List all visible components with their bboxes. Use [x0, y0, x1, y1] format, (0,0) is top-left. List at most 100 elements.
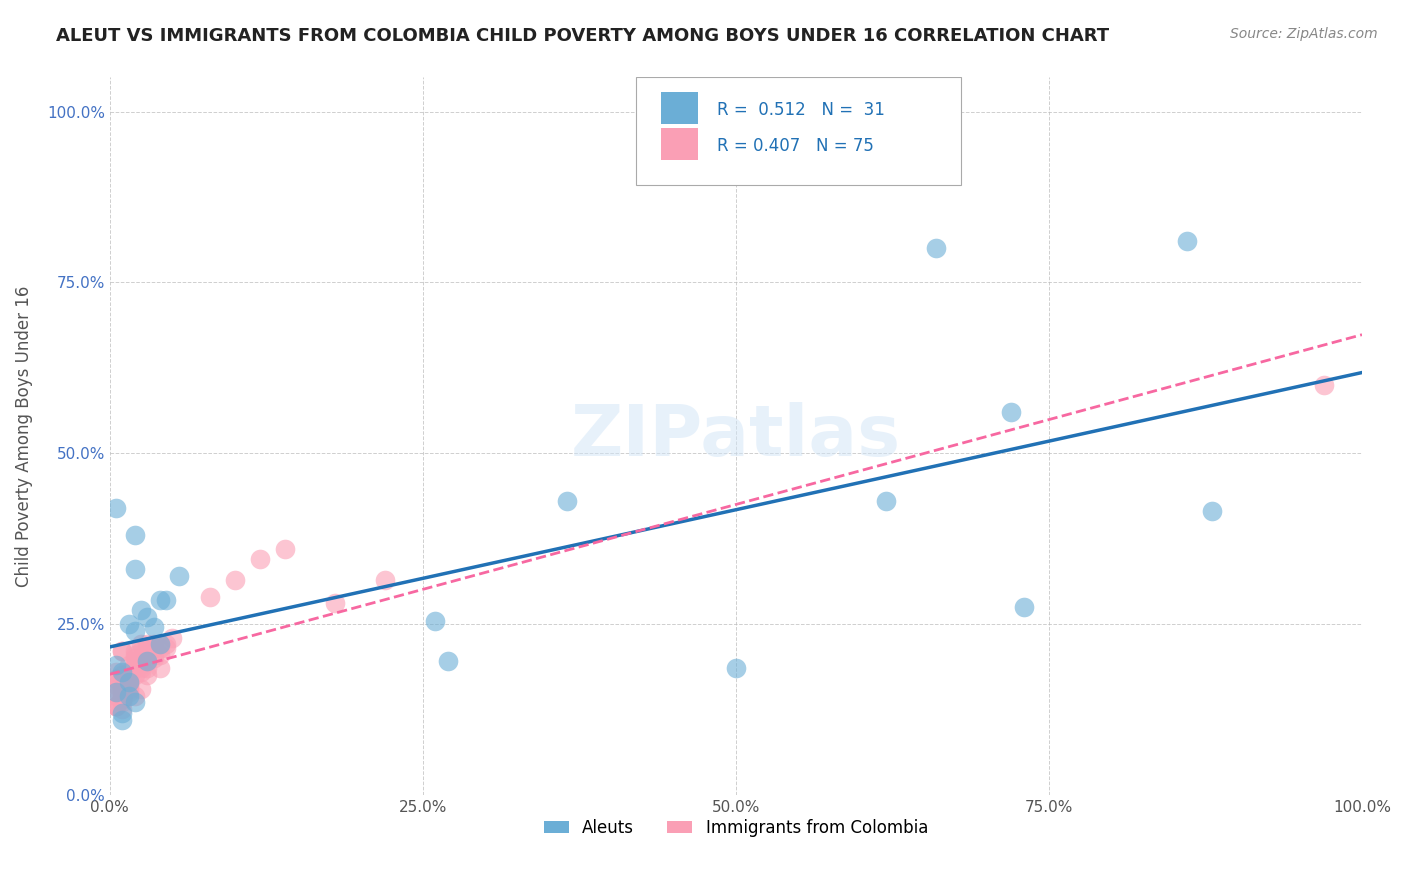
Point [117, 672, 139, 686]
Point [1201, 504, 1223, 518]
Point [105, 657, 128, 672]
Point [155, 593, 177, 607]
Point [129, 603, 152, 617]
Point [105, 689, 128, 703]
Point [111, 706, 134, 720]
Point [129, 637, 152, 651]
Point [105, 665, 128, 679]
Point [129, 665, 152, 679]
Point [117, 668, 139, 682]
Point [111, 692, 134, 706]
Point [555, 494, 578, 508]
Point [105, 672, 128, 686]
Point [111, 665, 134, 679]
Text: ZIPatlas: ZIPatlas [571, 401, 901, 471]
Point [117, 668, 139, 682]
Point [111, 685, 134, 699]
Legend: Aleuts, Immigrants from Colombia: Aleuts, Immigrants from Colombia [537, 813, 935, 844]
Point [142, 651, 165, 665]
Point [129, 657, 152, 672]
Point [117, 681, 139, 696]
Point [1012, 599, 1035, 614]
Point [105, 685, 128, 699]
Text: R =  0.512   N =  31: R = 0.512 N = 31 [717, 101, 884, 119]
Point [142, 637, 165, 651]
Point [167, 569, 190, 583]
Point [111, 692, 134, 706]
Point [136, 648, 159, 662]
Point [136, 644, 159, 658]
Point [149, 593, 172, 607]
Point [1313, 377, 1336, 392]
Point [142, 640, 165, 655]
Point [136, 661, 159, 675]
Point [124, 528, 146, 542]
Point [129, 655, 152, 669]
Point [155, 640, 177, 655]
Text: R = 0.407   N = 75: R = 0.407 N = 75 [717, 136, 875, 154]
Text: Source: ZipAtlas.com: Source: ZipAtlas.com [1230, 27, 1378, 41]
Point [117, 657, 139, 672]
Point [129, 644, 152, 658]
Point [111, 644, 134, 658]
Point [111, 713, 134, 727]
Point [105, 698, 128, 713]
Point [724, 661, 747, 675]
Point [111, 702, 134, 716]
Point [124, 689, 146, 703]
Point [117, 675, 139, 690]
FancyBboxPatch shape [636, 78, 962, 185]
Point [129, 651, 152, 665]
Point [117, 678, 139, 692]
Point [105, 681, 128, 696]
Point [198, 590, 221, 604]
Point [136, 655, 159, 669]
Point [274, 541, 297, 556]
Point [162, 631, 184, 645]
Point [437, 655, 460, 669]
Point [136, 640, 159, 655]
Point [117, 616, 139, 631]
Point [124, 661, 146, 675]
Point [149, 661, 172, 675]
Point [142, 648, 165, 662]
Point [111, 644, 134, 658]
Point [117, 678, 139, 692]
Y-axis label: Child Poverty Among Boys Under 16: Child Poverty Among Boys Under 16 [15, 285, 32, 587]
Point [875, 494, 897, 508]
Point [124, 624, 146, 638]
Point [224, 573, 246, 587]
Point [124, 668, 146, 682]
Point [155, 637, 177, 651]
Point [129, 661, 152, 675]
Point [136, 655, 159, 669]
Point [117, 689, 139, 703]
Point [925, 241, 948, 255]
Point [111, 681, 134, 696]
Text: ALEUT VS IMMIGRANTS FROM COLOMBIA CHILD POVERTY AMONG BOYS UNDER 16 CORRELATION : ALEUT VS IMMIGRANTS FROM COLOMBIA CHILD … [56, 27, 1109, 45]
Point [142, 620, 165, 634]
Point [124, 644, 146, 658]
Point [1000, 405, 1022, 419]
Point [323, 596, 346, 610]
Point [105, 698, 128, 713]
Point [374, 573, 396, 587]
Point [124, 655, 146, 669]
Point [129, 681, 152, 696]
Point [149, 637, 172, 651]
Point [111, 696, 134, 710]
Point [136, 637, 159, 651]
Point [124, 651, 146, 665]
Point [117, 675, 139, 690]
Point [425, 614, 447, 628]
Point [105, 672, 128, 686]
Point [111, 689, 134, 703]
Bar [661, 128, 699, 160]
Point [105, 500, 128, 515]
Point [117, 675, 139, 690]
Point [117, 685, 139, 699]
Point [124, 562, 146, 576]
Point [149, 640, 172, 655]
Point [105, 678, 128, 692]
Bar [661, 92, 699, 124]
